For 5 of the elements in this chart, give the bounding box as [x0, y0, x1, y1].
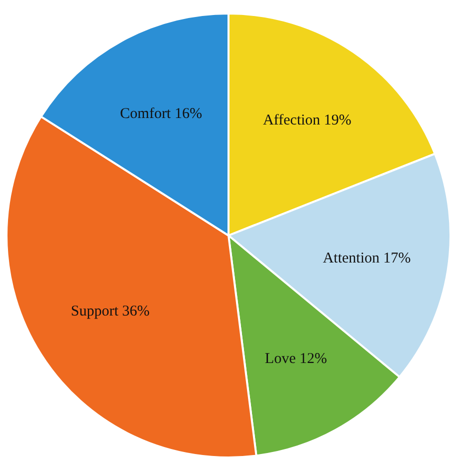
slice-label: Love 12% — [264, 351, 327, 368]
slice-label: Attention 17% — [322, 250, 411, 266]
slice-label: Affection 19% — [262, 112, 352, 129]
slice-label: Comfort 16% — [120, 106, 202, 122]
slice-label: Support 36% — [70, 304, 150, 320]
